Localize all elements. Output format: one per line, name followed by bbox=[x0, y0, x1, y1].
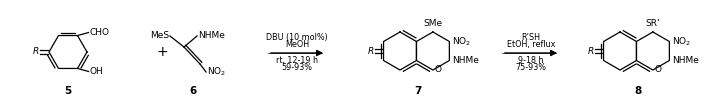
Text: 59-93%: 59-93% bbox=[281, 63, 312, 72]
Text: OH: OH bbox=[89, 67, 103, 76]
Text: rt, 12-19 h: rt, 12-19 h bbox=[276, 56, 318, 65]
Text: MeS: MeS bbox=[150, 32, 169, 40]
Text: 8: 8 bbox=[634, 86, 642, 96]
Text: O: O bbox=[435, 65, 442, 74]
Text: 7: 7 bbox=[415, 86, 422, 96]
Text: R: R bbox=[33, 48, 39, 57]
Text: SMe: SMe bbox=[423, 19, 442, 28]
Text: NHMe: NHMe bbox=[452, 56, 479, 65]
Text: NO$_2$: NO$_2$ bbox=[672, 35, 692, 48]
Text: NO$_2$: NO$_2$ bbox=[452, 35, 471, 48]
Text: MeOH: MeOH bbox=[285, 40, 309, 49]
Text: 75-93%: 75-93% bbox=[515, 63, 547, 72]
Text: +: + bbox=[156, 45, 168, 59]
Text: 9-18 h: 9-18 h bbox=[518, 56, 544, 65]
Text: 6: 6 bbox=[190, 86, 197, 96]
Text: O: O bbox=[655, 65, 662, 74]
Text: R: R bbox=[587, 47, 594, 55]
Text: NHMe: NHMe bbox=[672, 56, 699, 65]
Text: EtOH, reflux: EtOH, reflux bbox=[507, 40, 555, 49]
Text: DBU (10 mol%): DBU (10 mol%) bbox=[266, 33, 328, 42]
Text: R: R bbox=[367, 47, 373, 55]
Text: NHMe: NHMe bbox=[198, 32, 225, 40]
Text: 5: 5 bbox=[65, 86, 72, 96]
Text: CHO: CHO bbox=[89, 28, 109, 37]
Text: R’SH: R’SH bbox=[522, 33, 540, 42]
Text: SR’: SR’ bbox=[645, 19, 660, 28]
Text: NO$_2$: NO$_2$ bbox=[207, 66, 226, 78]
